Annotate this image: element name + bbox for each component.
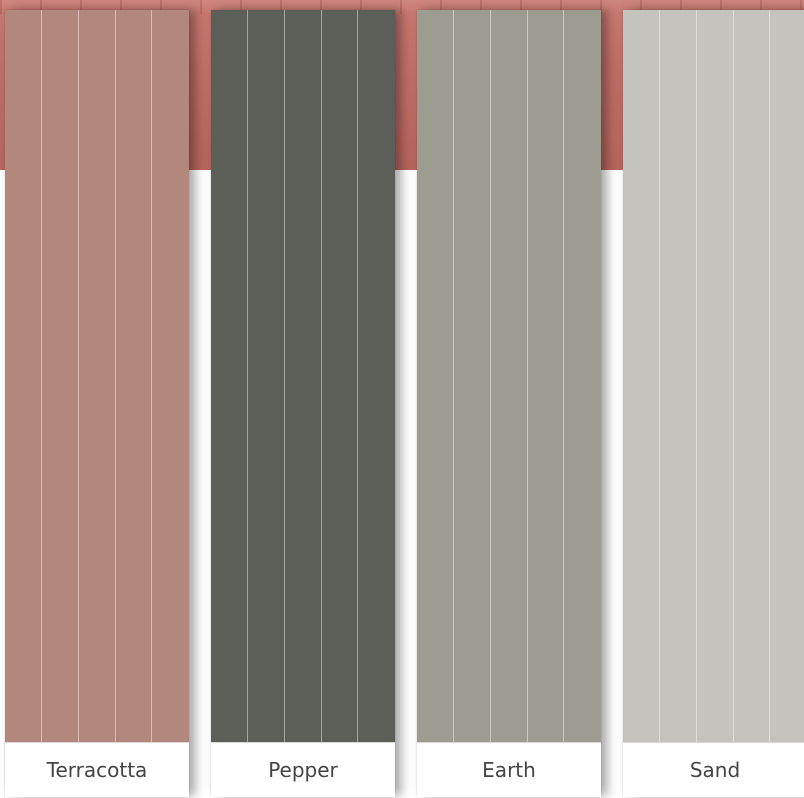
panel-rib: [733, 10, 734, 742]
swatch-card-sand[interactable]: Sand: [623, 10, 804, 797]
panel-rib: [769, 10, 770, 742]
panel-rib: [453, 10, 454, 742]
panel-rib: [527, 10, 528, 742]
panel-rib: [151, 10, 152, 742]
panel-rib: [659, 10, 660, 742]
swatch-label-earth: Earth: [417, 742, 601, 797]
swatch-label-pepper: Pepper: [211, 742, 395, 797]
swatch-panel-earth: [417, 10, 601, 742]
swatch-card-earth[interactable]: Earth: [417, 10, 601, 797]
panel-rib: [41, 10, 42, 742]
swatch-panel-sand: [623, 10, 804, 742]
swatch-label-terracotta: Terracotta: [5, 742, 189, 797]
panel-rib: [247, 10, 248, 742]
panel-rib: [357, 10, 358, 742]
panel-rib: [78, 10, 79, 742]
swatch-panel-terracotta: [5, 10, 189, 742]
swatch-card-pepper[interactable]: Pepper: [211, 10, 395, 797]
panel-rib: [696, 10, 697, 742]
swatch-panel-pepper: [211, 10, 395, 742]
panel-rib: [563, 10, 564, 742]
panel-rib: [490, 10, 491, 742]
swatch-label-sand: Sand: [623, 742, 804, 797]
panel-rib: [284, 10, 285, 742]
panel-rib: [115, 10, 116, 742]
panel-rib: [321, 10, 322, 742]
swatch-card-terracotta[interactable]: Terracotta: [5, 10, 189, 797]
